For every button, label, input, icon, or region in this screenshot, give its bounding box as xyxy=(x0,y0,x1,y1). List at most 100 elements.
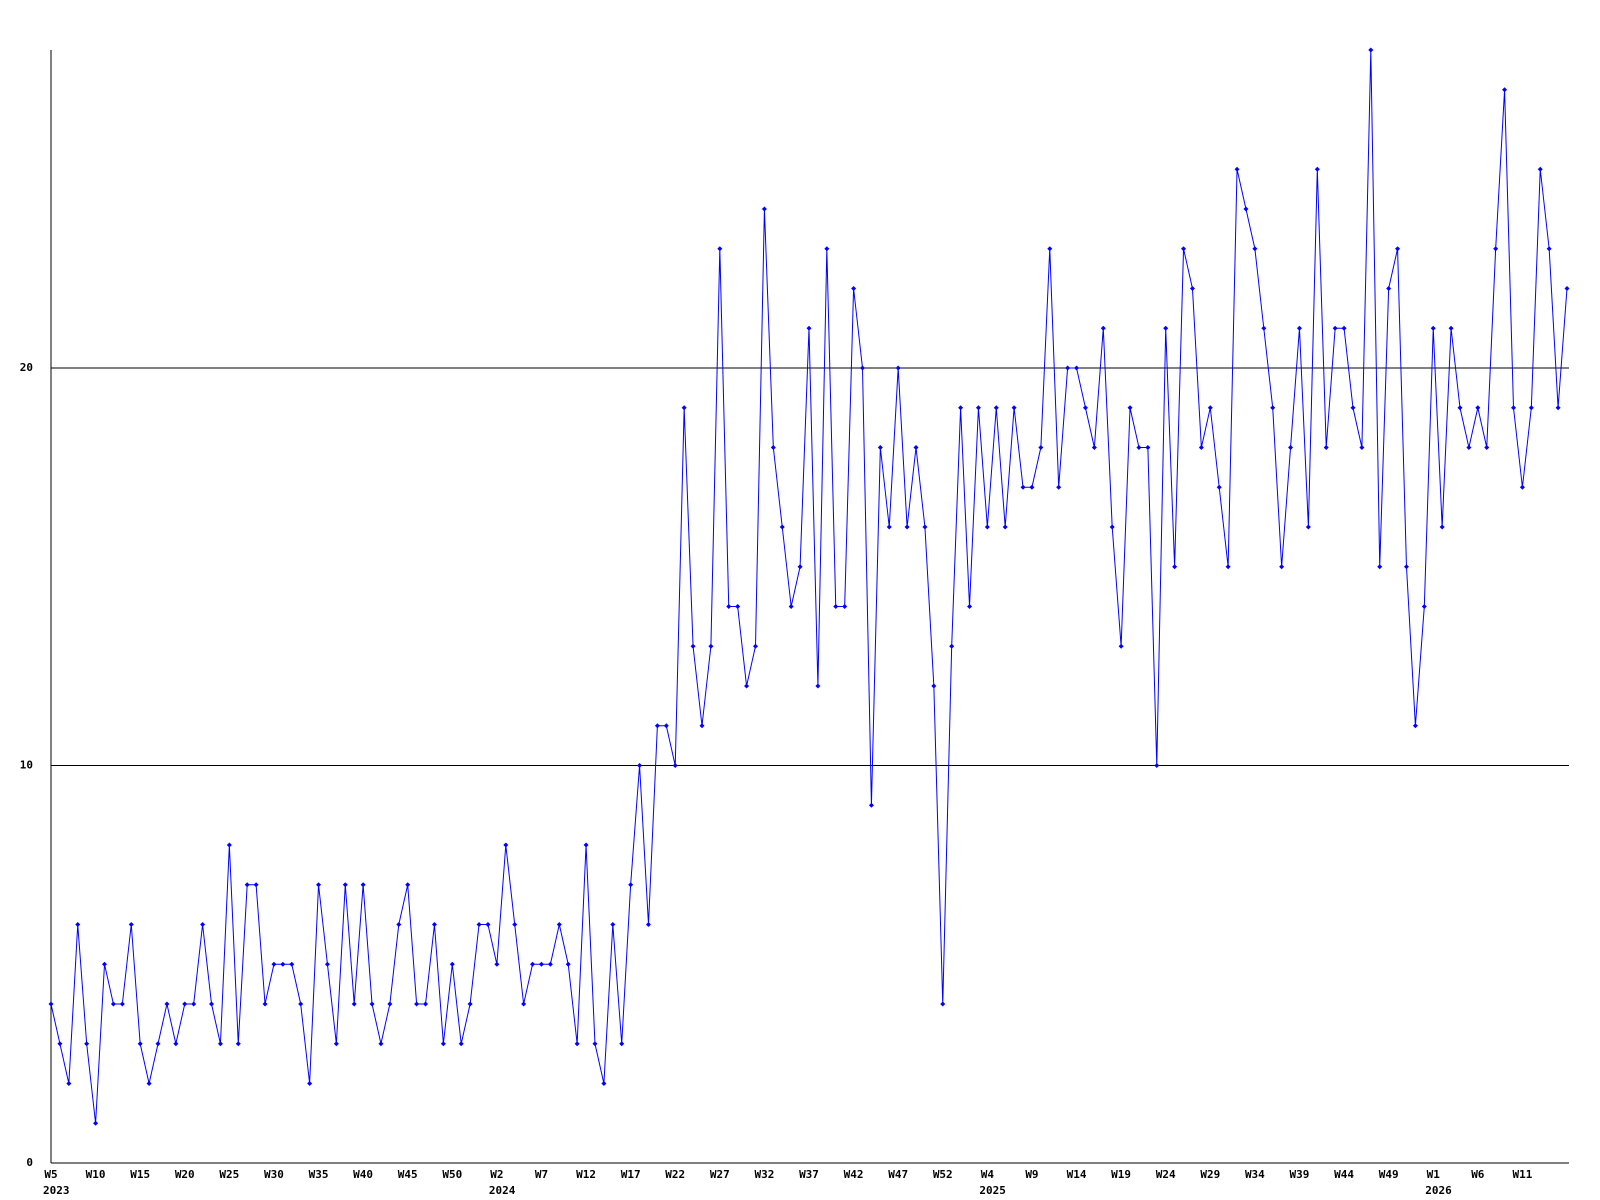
data-point xyxy=(1225,564,1231,570)
x-tick-label: W4 xyxy=(981,1168,995,1181)
x-tick-label: W52 xyxy=(933,1168,953,1181)
data-point xyxy=(414,1001,420,1007)
data-point xyxy=(1314,166,1320,172)
data-point xyxy=(1359,445,1365,450)
data-point xyxy=(316,882,322,888)
data-point xyxy=(102,961,108,967)
data-point xyxy=(280,961,286,967)
data-point xyxy=(601,1081,607,1086)
data-point xyxy=(1421,604,1427,609)
x-tick-label: W19 xyxy=(1111,1168,1131,1181)
data-point xyxy=(1181,246,1187,252)
data-point xyxy=(1189,286,1195,291)
x-tick-label: W50 xyxy=(442,1168,462,1181)
data-point xyxy=(1341,325,1347,331)
x-tick-label: W15 xyxy=(130,1168,150,1181)
x-tick-label: W25 xyxy=(219,1168,239,1181)
year-label: 2023 xyxy=(43,1184,70,1197)
data-point xyxy=(761,206,767,212)
data-point xyxy=(1412,723,1418,729)
data-point xyxy=(396,922,402,927)
data-point xyxy=(779,524,785,530)
data-point xyxy=(628,882,634,888)
x-tick-label: W10 xyxy=(86,1168,106,1181)
data-point xyxy=(975,405,981,411)
data-point xyxy=(993,405,999,411)
data-point xyxy=(1047,246,1053,252)
data-point xyxy=(146,1081,152,1086)
data-point xyxy=(110,1001,116,1007)
data-point xyxy=(1457,405,1463,411)
data-point xyxy=(708,643,714,649)
y-tick-label: 10 xyxy=(20,759,33,772)
x-tick-label: W9 xyxy=(1025,1168,1038,1181)
x-tick-label: W22 xyxy=(665,1168,685,1181)
data-point xyxy=(851,286,857,291)
data-point xyxy=(253,882,259,888)
data-point xyxy=(1519,484,1525,490)
data-point xyxy=(48,1001,54,1007)
data-point xyxy=(860,365,866,371)
data-point xyxy=(1270,405,1276,411)
data-point xyxy=(984,524,990,530)
data-point xyxy=(1154,763,1160,768)
data-point xyxy=(1368,47,1374,53)
data-point xyxy=(1386,286,1392,291)
data-point xyxy=(726,604,732,609)
data-point xyxy=(1056,484,1062,490)
data-point xyxy=(1234,166,1240,172)
x-tick-label: W12 xyxy=(576,1168,596,1181)
data-point xyxy=(735,604,741,609)
y-tick-label: 20 xyxy=(20,361,33,374)
data-point xyxy=(75,922,81,927)
data-point xyxy=(128,922,134,927)
data-point xyxy=(752,643,758,649)
year-label: 2025 xyxy=(979,1184,1006,1197)
data-point xyxy=(1546,246,1552,252)
x-tick-label: W39 xyxy=(1290,1168,1310,1181)
data-point xyxy=(538,961,544,967)
data-point xyxy=(431,922,437,927)
x-tick-label: W1 xyxy=(1427,1168,1441,1181)
data-point xyxy=(583,842,589,848)
data-point xyxy=(1065,365,1071,371)
data-point xyxy=(235,1041,241,1047)
data-point xyxy=(467,1001,473,1007)
data-point xyxy=(1118,643,1124,649)
data-point xyxy=(1555,405,1561,411)
data-point xyxy=(717,246,723,252)
data-point xyxy=(922,524,928,530)
data-point xyxy=(1198,445,1204,450)
data-point xyxy=(1430,325,1436,331)
data-point xyxy=(503,842,509,848)
data-point xyxy=(1127,405,1133,411)
x-tick-label: W47 xyxy=(888,1168,908,1181)
data-point xyxy=(672,763,678,768)
data-point xyxy=(1439,524,1445,530)
data-point xyxy=(458,1041,464,1047)
data-point xyxy=(1564,286,1570,291)
data-point xyxy=(155,1041,161,1047)
x-tick-label: W42 xyxy=(844,1168,864,1181)
data-point xyxy=(931,683,937,689)
data-point xyxy=(66,1081,72,1086)
data-point xyxy=(1038,445,1044,450)
data-point xyxy=(449,961,455,967)
data-point xyxy=(1020,484,1026,490)
data-point xyxy=(565,961,571,967)
data-point xyxy=(307,1081,313,1086)
data-point xyxy=(262,1001,268,1007)
data-point xyxy=(1243,206,1249,212)
data-point xyxy=(1296,325,1302,331)
data-point xyxy=(1216,484,1222,490)
data-point xyxy=(547,961,553,967)
x-tick-label: W30 xyxy=(264,1168,284,1181)
data-point xyxy=(1448,325,1454,331)
data-point xyxy=(1252,246,1258,252)
data-point xyxy=(84,1041,90,1047)
data-point xyxy=(521,1001,527,1007)
data-point xyxy=(1172,564,1178,570)
data-point xyxy=(1074,365,1080,371)
